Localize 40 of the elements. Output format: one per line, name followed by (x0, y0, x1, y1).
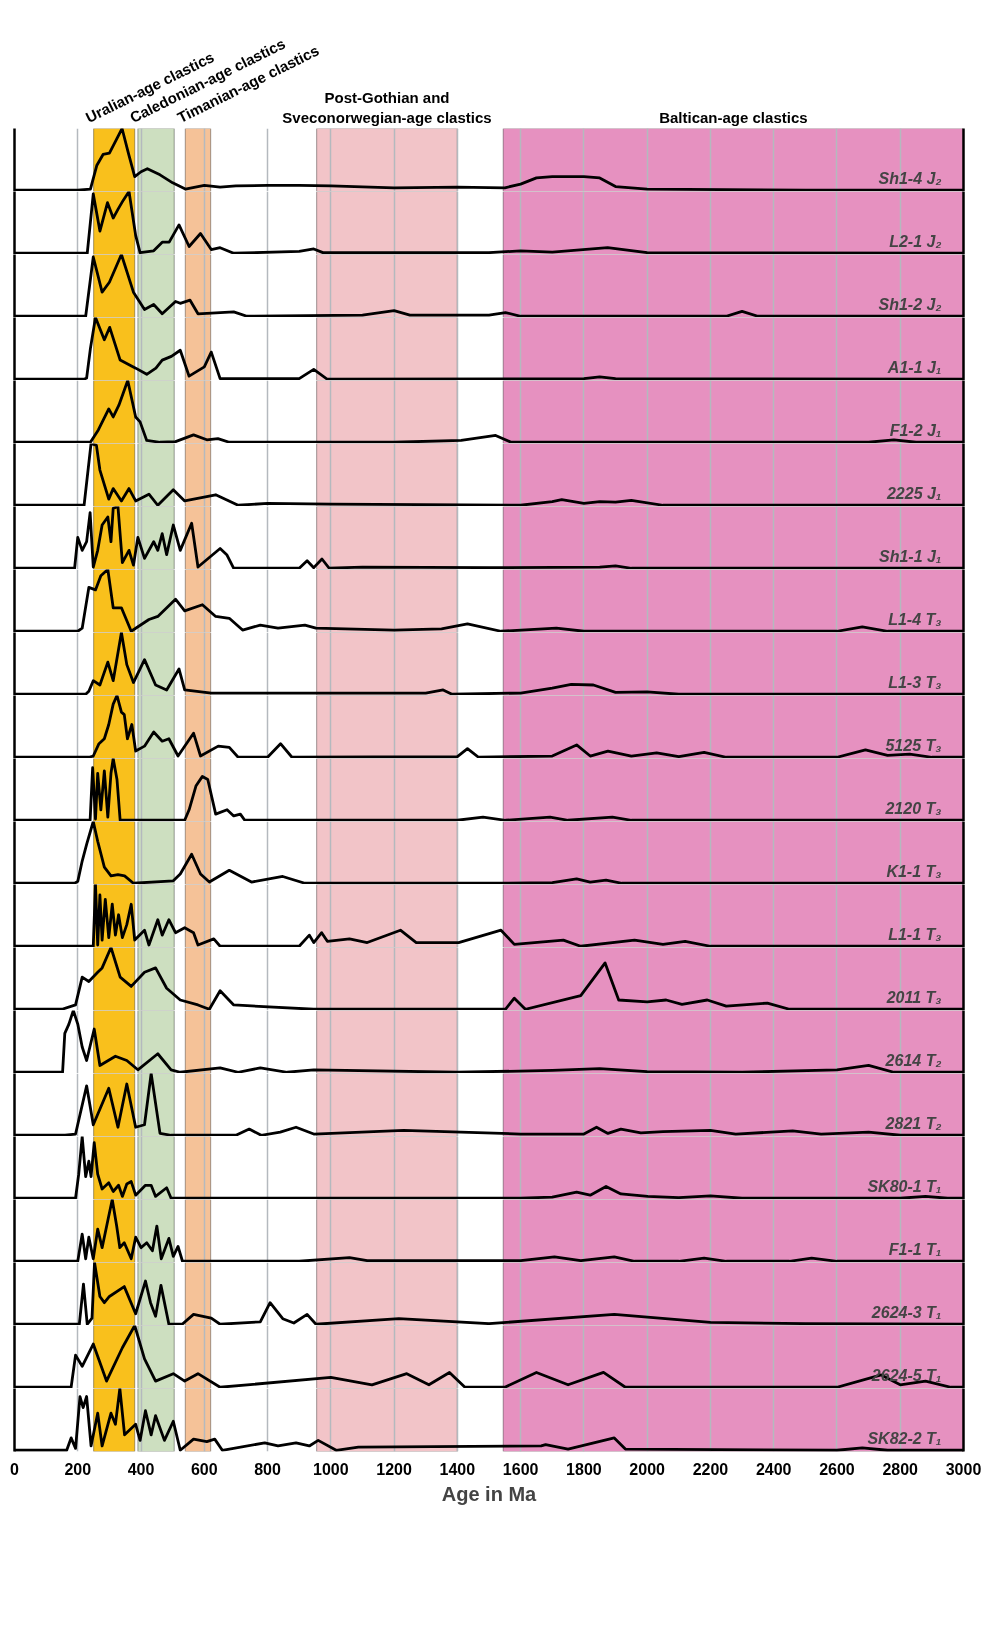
series-label: F1-2 J₁ (889, 421, 942, 439)
x-tick-label: 2600 (819, 1460, 855, 1478)
x-tick-label: 1600 (502, 1460, 539, 1478)
band-label: Post-Gothian and Sveconorwegian-age clastics (282, 88, 492, 126)
series-label: 2624-3 T₁ (870, 1303, 942, 1321)
x-tick-label: 400 (127, 1460, 155, 1478)
series-label: 2225 J₁ (885, 484, 942, 502)
x-tick-label: 2400 (755, 1460, 792, 1478)
x-tick-label: 800 (254, 1460, 282, 1478)
series-label: 2614 T₂ (884, 1051, 942, 1069)
x-tick-label: 1800 (566, 1460, 602, 1478)
x-tick-label: 600 (190, 1460, 218, 1478)
series-label: 2624-5 T₁ (870, 1366, 942, 1384)
series-label: L2-1 J₂ (889, 232, 942, 250)
series-label: K1-1 T₃ (886, 862, 942, 880)
x-tick-label: 3000 (945, 1460, 982, 1478)
x-tick-label: 200 (64, 1460, 92, 1478)
series-label: 5125 T₃ (885, 736, 942, 754)
series-label: L1-3 T₃ (888, 673, 942, 691)
series-label: 2821 T₂ (884, 1114, 942, 1132)
series-label: SK80-1 T₁ (867, 1177, 942, 1195)
band-label: Baltican-age clastics (659, 108, 808, 126)
x-tick-label: 2200 (692, 1460, 729, 1478)
series-label: SK82-2 T₁ (867, 1429, 942, 1447)
x-tick-label: 0 (10, 1460, 20, 1478)
series-label: 2011 T₃ (885, 988, 942, 1006)
x-tick-label: 1400 (439, 1460, 476, 1478)
series-label: 2120 T₃ (884, 799, 942, 817)
series-label: Sh1-4 J₂ (878, 169, 942, 187)
x-tick-label: 2000 (629, 1460, 666, 1478)
series-label: A1-1 J₁ (886, 358, 942, 376)
series-label: L1-4 T₃ (888, 610, 942, 628)
x-axis-title: Age in Ma (441, 1482, 538, 1505)
series-label: L1-1 T₃ (888, 925, 942, 943)
series-label: Sh1-1 J₁ (878, 547, 942, 565)
series-label: F1-1 T₁ (888, 1240, 942, 1258)
x-tick-label: 1200 (376, 1460, 412, 1478)
x-tick-label: 2800 (882, 1460, 919, 1478)
x-tick-label: 1000 (313, 1460, 349, 1478)
series-label: Sh1-2 J₂ (878, 295, 942, 313)
